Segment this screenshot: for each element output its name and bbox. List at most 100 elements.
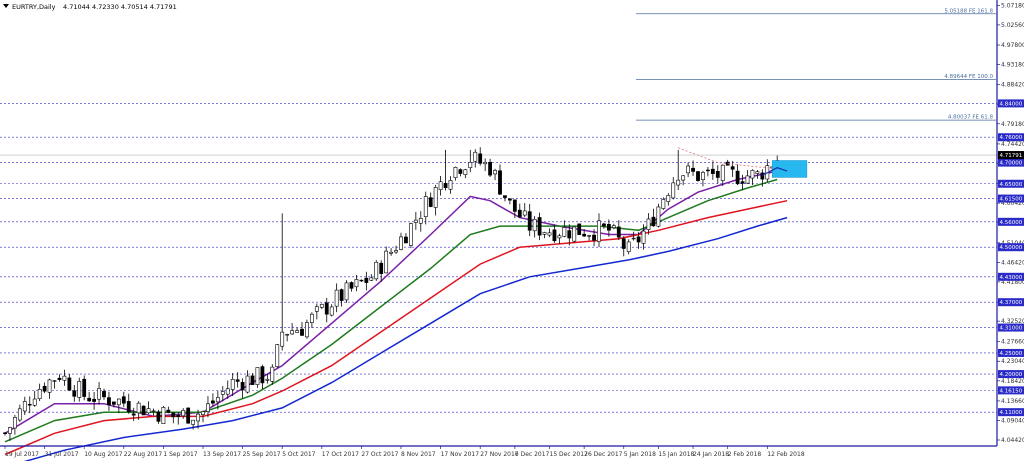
candle-body: [171, 412, 176, 418]
date-tick-label: 25 Sep 2017: [243, 451, 281, 458]
candle-body: [542, 232, 547, 235]
date-tick-label: 12 Feb 2018: [767, 451, 805, 458]
candle-body: [92, 398, 97, 402]
level-label: 4.20000: [1000, 372, 1023, 378]
candle-body: [547, 232, 552, 236]
candle-body: [374, 261, 379, 280]
candle-body: [730, 166, 735, 170]
level-label: 4.25000: [1000, 351, 1023, 357]
candle-body: [404, 236, 408, 244]
date-tick-label: 22 Aug 2017: [124, 451, 163, 458]
candle-body: [285, 334, 290, 336]
candle-body: [463, 169, 468, 175]
level-label-box: [998, 179, 1024, 188]
candle-body: [309, 313, 314, 323]
date-tick-label: 19 Jul 2017: [5, 451, 39, 458]
level-label-box: [998, 386, 1024, 395]
candle-body: [196, 413, 200, 422]
candle-body: [750, 170, 755, 179]
candle-body: [458, 169, 463, 174]
candle-body: [552, 229, 557, 242]
price-axis-level-labels: 4.76000 4.70000 4.65000 4.61500 4.56000 4.500…: [998, 99, 1024, 417]
candle-body: [676, 179, 681, 186]
current-price-label: 4.71791: [1000, 153, 1023, 159]
candle-body: [146, 408, 151, 414]
candle-body: [77, 381, 82, 398]
candle-body: [384, 250, 389, 274]
candle-body: [488, 162, 493, 176]
candle-body: [577, 223, 582, 235]
level-label-box: [998, 217, 1024, 226]
fib-level-label: 5.05188 FE 161.8: [944, 8, 993, 14]
level-label-box: [998, 272, 1024, 281]
candle-body: [260, 366, 265, 384]
candle-body: [290, 330, 295, 335]
candle-body: [67, 377, 72, 391]
candle-body: [710, 168, 715, 175]
candle-body: [240, 381, 245, 391]
price-tick-label: 4.32520: [1001, 318, 1024, 325]
candle-body: [582, 233, 587, 237]
level-label-box: [998, 133, 1024, 142]
candle-body: [364, 277, 369, 283]
candle-body: [572, 226, 577, 242]
candle-body: [661, 199, 666, 209]
candle-body: [22, 401, 27, 412]
candle-body: [201, 411, 205, 415]
date-tick-label: 5 Oct 2017: [282, 451, 315, 458]
moving-averages: [4, 170, 788, 461]
candle-body: [473, 151, 478, 162]
candle-body: [656, 206, 661, 227]
candle-body: [280, 331, 285, 347]
price-tick-label: 4.09040: [1001, 417, 1024, 424]
level-label: 4.56000: [1000, 220, 1023, 226]
candle-body: [760, 172, 765, 180]
chevron-down-icon[interactable]: [3, 4, 9, 8]
candle-body: [126, 401, 131, 412]
candle-body: [527, 211, 532, 231]
candle-body: [72, 390, 77, 397]
price-tick-label: 4.46420: [1001, 259, 1024, 266]
candle-body: [557, 235, 562, 239]
date-tick-label: 13 Sep 2017: [203, 451, 241, 458]
price-tick-label: 5.02560: [1001, 22, 1024, 29]
price-tick-label: 4.79180: [1001, 121, 1024, 128]
candle-body: [13, 417, 17, 429]
level-label-box: [998, 99, 1024, 108]
level-label-box: [998, 323, 1024, 332]
price-tick-label: 4.13660: [1001, 398, 1024, 405]
level-label: 4.61500: [1000, 197, 1023, 203]
candle-body: [265, 378, 270, 381]
candle-body: [468, 162, 473, 169]
candle-body: [275, 344, 280, 367]
date-tick-label: 27 Oct 2017: [361, 451, 398, 458]
candle-body: [8, 427, 12, 434]
candles: [3, 147, 780, 441]
candle-body: [87, 397, 92, 402]
candle-body: [641, 230, 646, 244]
candle-body: [517, 209, 522, 218]
candle-body: [235, 379, 240, 382]
candle-body: [715, 171, 720, 178]
candle-body: [220, 391, 225, 395]
candle-body: [696, 171, 700, 181]
candle-body: [602, 223, 606, 227]
date-tick-label: 26 Dec 2017: [584, 451, 623, 458]
candle-body: [597, 220, 601, 242]
candle-body: [537, 217, 542, 236]
candle-body: [121, 396, 126, 404]
fibonacci-levels: 5.05188 FE 161.8 4.89644 FE 100.0 4.80037 …: [636, 8, 996, 121]
level-label: 4.84000: [1000, 101, 1023, 107]
candle-body: [3, 432, 7, 435]
level-label-box: [998, 243, 1024, 252]
candle-body: [141, 405, 146, 416]
ohlc-values: 4.71044 4.72330 4.70514 4.71791: [63, 3, 177, 11]
candle-body: [681, 175, 686, 181]
candle-body: [42, 385, 47, 392]
candle-body: [478, 153, 483, 164]
level-label-box: [998, 348, 1024, 357]
level-label-box: [998, 370, 1024, 379]
candle-body: [740, 181, 745, 184]
candle-body: [136, 402, 141, 414]
